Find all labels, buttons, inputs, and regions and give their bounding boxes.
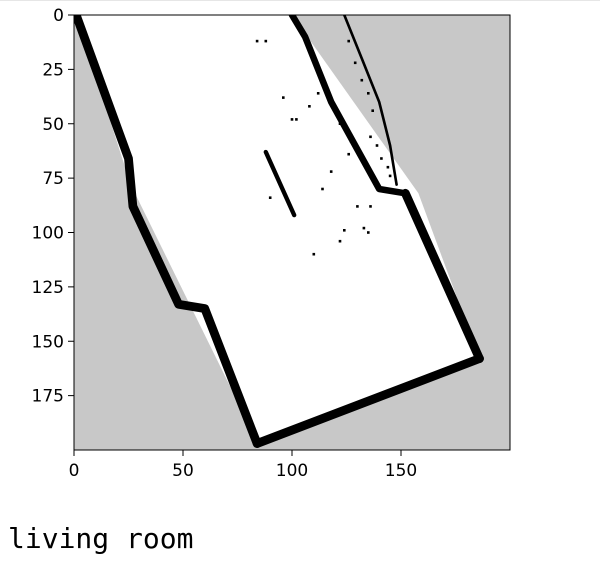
y-tick-label: 25	[42, 60, 64, 80]
wall-segment-0	[74, 15, 262, 448]
y-tick-label: 75	[42, 169, 64, 189]
y-tick-label: 100	[32, 224, 64, 244]
occupied-cell-14	[362, 226, 366, 230]
occupied-cell-5	[338, 122, 342, 125]
y-tick-label: 0	[53, 6, 64, 26]
occupied-cell-23	[367, 92, 370, 95]
occupied-cell-12	[386, 165, 390, 169]
occupancy-map-plot: 0 50 100 150 0 25 50 75 100 125 150 175	[32, 6, 511, 481]
occupied-cell-29	[312, 252, 316, 256]
output-caption: living room	[8, 522, 194, 555]
occupied-cell-13	[388, 174, 392, 178]
x-axis: 0 50 100 150	[69, 450, 417, 481]
occupied-cell-19	[308, 105, 311, 108]
occupied-cell-20	[282, 96, 285, 99]
occupied-cell-6	[349, 139, 353, 143]
x-tick-label: 0	[69, 461, 80, 481]
y-tick-label: 125	[32, 278, 64, 298]
top-divider	[0, 0, 600, 1]
occupied-cell-4	[316, 92, 320, 95]
y-tick-label: 150	[32, 332, 64, 352]
occupancy-map-figure: 0 50 100 150 0 25 50 75 100 125 150 175	[32, 6, 511, 481]
occupied-cell-10	[375, 144, 379, 147]
x-tick-label: 50	[172, 461, 194, 481]
occupied-cell-21	[329, 170, 333, 173]
occupied-cell-24	[371, 109, 374, 112]
wall-segment-2	[401, 188, 484, 363]
x-tick-label: 100	[276, 461, 308, 481]
y-tick-label: 50	[42, 115, 64, 135]
map-layer	[74, 15, 510, 450]
occupied-cell-3	[295, 118, 298, 121]
free-space-region	[76, 15, 480, 446]
occupied-cell-18	[356, 205, 359, 208]
occupied-cell-8	[321, 187, 324, 191]
occupied-cell-11	[380, 157, 383, 160]
occupied-cell-17	[369, 205, 372, 208]
wall-segment-5	[263, 149, 297, 218]
occupied-cell-7	[347, 152, 350, 156]
y-tick-label: 175	[32, 387, 64, 407]
wall-segment-3	[288, 15, 409, 197]
occupied-cell-28	[338, 239, 342, 243]
occupied-cell-27	[268, 196, 272, 199]
occupied-cell-15	[367, 231, 370, 234]
occupied-cell-25	[353, 61, 357, 65]
wall-segment-1	[252, 354, 484, 448]
occupied-cell-0	[255, 39, 259, 43]
occupied-cell-2	[290, 118, 294, 121]
y-axis: 0 25 50 75 100 125 150 175	[32, 6, 74, 407]
x-tick-label: 150	[385, 461, 417, 481]
occupied-cell-26	[347, 39, 350, 43]
wall-segment-4	[342, 15, 398, 186]
occupied-cell-16	[343, 229, 346, 232]
occupied-cell-22	[360, 78, 364, 82]
occupied-cell-1	[264, 39, 268, 43]
occupied-cell-9	[369, 135, 372, 139]
map-image	[74, 15, 510, 450]
